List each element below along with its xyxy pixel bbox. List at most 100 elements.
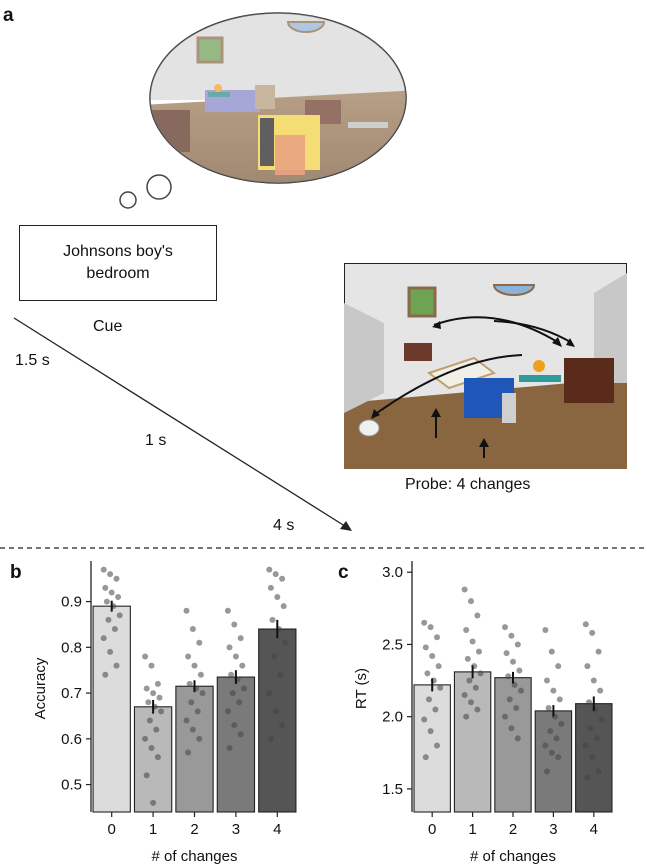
data-point (502, 713, 508, 720)
data-point (269, 616, 276, 623)
data-point (421, 619, 428, 626)
data-point (266, 690, 273, 697)
data-point (196, 735, 203, 742)
y-tick-label: 0.5 (61, 777, 82, 794)
data-point (506, 696, 513, 703)
data-point (188, 699, 195, 706)
data-point (280, 603, 287, 610)
data-point (154, 680, 161, 687)
data-point (142, 653, 149, 660)
data-point (194, 708, 201, 715)
data-point (513, 705, 520, 711)
bar-2 (175, 685, 214, 813)
data-point (468, 699, 474, 706)
timing-label-1: 1.5 s (15, 352, 50, 369)
bar-2 (494, 677, 532, 813)
data-point (550, 687, 557, 694)
data-point (422, 754, 429, 761)
data-point (555, 663, 562, 670)
cue-label: Cue (93, 318, 123, 335)
data-point (597, 687, 604, 694)
data-point (463, 713, 470, 720)
bar-1 (133, 706, 173, 813)
x-tick-label: 1 (468, 821, 476, 838)
data-point (598, 716, 605, 723)
data-point (100, 635, 107, 642)
data-point (464, 655, 471, 662)
data-point (435, 663, 442, 670)
data-point (427, 624, 434, 631)
data-point (226, 644, 233, 651)
data-point (502, 624, 508, 631)
data-point (595, 648, 602, 655)
cue-box: Johnsons boy's bedroom (19, 225, 217, 301)
data-point (584, 663, 591, 670)
data-point (224, 607, 231, 614)
bar-1 (453, 671, 492, 813)
data-point (595, 768, 602, 775)
x-tick-label: 0 (428, 821, 436, 838)
data-point (272, 571, 279, 578)
cue-text-line1: Johnsons boy's (63, 243, 173, 260)
data-point (145, 699, 152, 706)
data-point (518, 687, 524, 694)
data-point (586, 699, 592, 706)
data-point (228, 671, 235, 678)
y-tick-label: 3.0 (382, 564, 403, 581)
data-point (544, 768, 550, 775)
data-point (183, 607, 190, 614)
data-point (185, 653, 192, 660)
data-point (237, 731, 244, 738)
data-point (587, 725, 594, 732)
x-axis-title: # of changes (470, 848, 556, 865)
data-point (429, 653, 436, 659)
data-point (421, 716, 428, 723)
x-tick-label: 1 (149, 821, 157, 838)
data-point (503, 650, 510, 657)
data-point (185, 749, 192, 756)
data-point (545, 705, 552, 711)
data-point (547, 728, 554, 735)
data-point (143, 685, 150, 692)
data-point (240, 685, 247, 692)
y-tick-label: 0.6 (61, 731, 82, 748)
x-tick-label: 4 (273, 821, 281, 838)
data-point (224, 708, 231, 715)
data-point (548, 648, 555, 655)
data-point (115, 594, 122, 601)
data-point (558, 720, 565, 727)
data-point (113, 575, 120, 582)
data-point (236, 699, 243, 706)
data-point (422, 644, 429, 651)
data-point (107, 571, 114, 578)
data-point (105, 616, 112, 623)
bar-0 (413, 684, 451, 813)
x-axis-title: # of changes (152, 848, 238, 865)
data-point (468, 598, 474, 605)
panel-b-letter: b (10, 562, 22, 583)
data-point (266, 566, 273, 573)
y-axis-title: RT (s) (353, 668, 370, 709)
data-point (267, 584, 274, 591)
data-point (231, 722, 238, 729)
data-point (272, 708, 279, 715)
data-point (472, 684, 479, 691)
data-point (542, 742, 549, 749)
data-point (556, 696, 563, 703)
panel-a-letter: a (3, 5, 14, 26)
data-point (108, 589, 115, 596)
data-point (189, 726, 196, 733)
y-tick-label: 1.5 (382, 781, 403, 798)
data-point (183, 717, 190, 724)
data-point (476, 648, 482, 655)
data-point (277, 671, 284, 678)
data-point (544, 677, 550, 684)
data-point (282, 639, 289, 646)
data-point (474, 706, 481, 713)
data-point (196, 639, 203, 646)
data-point (267, 735, 274, 742)
data-point (514, 735, 521, 742)
bar-4 (258, 628, 297, 813)
data-point (508, 632, 515, 639)
x-tick-label: 2 (190, 821, 198, 838)
